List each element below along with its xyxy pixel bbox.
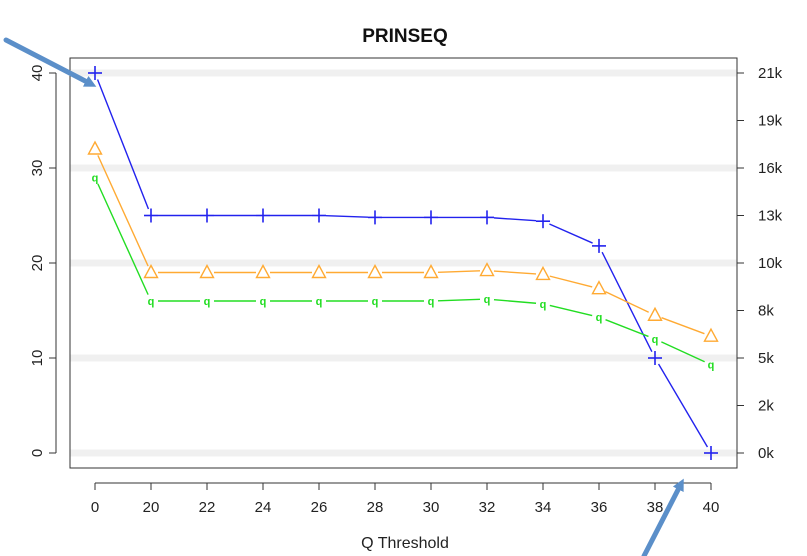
series-3-segment <box>605 319 649 338</box>
x-tick-label: 34 <box>535 499 552 516</box>
y2-tick-label: 16k <box>758 160 783 177</box>
x-tick-label: 40 <box>703 499 720 516</box>
series-1-point <box>536 214 550 229</box>
series-1-point <box>424 210 438 225</box>
series-3-segment <box>437 298 481 302</box>
series-3: q q q q q q q q q q q q <box>92 173 715 372</box>
series-3-segment <box>661 341 705 363</box>
series-3-point: q <box>372 296 379 308</box>
series-1-point <box>648 351 662 365</box>
y2-tick-label: 0k <box>758 445 774 462</box>
series-3-point: q <box>596 312 603 324</box>
y2-tick-label: 2k <box>758 398 774 415</box>
x-tick-label: 32 <box>479 499 496 516</box>
x-tick-label: 22 <box>199 499 216 516</box>
series-1-point <box>368 210 382 225</box>
y-tick-label: 40 <box>29 65 46 82</box>
annotation-arrow-top-left <box>3 37 97 87</box>
series-2-point <box>423 264 439 279</box>
series-layer: q q q q q q q q q q q q <box>87 66 719 460</box>
y2-tick-label: 21k <box>758 65 783 82</box>
series-3-point: q <box>260 296 267 308</box>
y2-tick-label: 19k <box>758 113 783 130</box>
series-2-point <box>479 262 495 277</box>
series-2-point <box>703 327 719 342</box>
series-3-point: q <box>708 360 715 372</box>
x-tick-label: 38 <box>647 499 664 516</box>
series-2-point <box>311 264 327 279</box>
series-2-segment <box>661 317 705 335</box>
series-2-segment <box>605 291 649 313</box>
series-2-point <box>367 264 383 279</box>
series-2-point <box>143 264 159 279</box>
x-tick-label: 26 <box>311 499 328 516</box>
x-tick-label: 36 <box>591 499 608 516</box>
annotation-layer <box>3 37 684 556</box>
series-2-point <box>535 265 551 281</box>
y2-tick-label: 8k <box>758 303 774 320</box>
series-3-point: q <box>316 296 323 308</box>
series-2-segment <box>549 275 593 288</box>
y-tick-label: 0 <box>29 449 46 457</box>
series-2 <box>87 140 719 342</box>
series-3-point: q <box>540 299 547 311</box>
series-2-point <box>87 140 103 155</box>
y-tick-label: 10 <box>29 350 46 367</box>
annotation-arrow-bottom-right <box>641 478 684 556</box>
series-1-point <box>88 66 102 80</box>
series-2-segment <box>97 155 149 267</box>
series-1-point <box>144 208 158 223</box>
series-2-point <box>199 264 215 279</box>
chart-title: PRINSEQ <box>362 26 448 47</box>
x-tick-label: 0 <box>91 499 99 516</box>
series-1-segment <box>325 215 369 218</box>
axes: 0 10 20 30 40 0k 2k 5k 8k 10k 13k 16k 19k 21k 0 20 22 24 2… <box>29 65 783 516</box>
x-tick-label: 24 <box>255 499 272 516</box>
series-3-point: q <box>204 296 211 308</box>
y2-tick-label: 5k <box>758 350 774 367</box>
series-1-segment <box>96 79 150 210</box>
series-3-segment <box>493 298 537 304</box>
series-3-segment <box>549 304 593 317</box>
series-3-point: q <box>148 296 155 308</box>
y2-tick-label: 13k <box>758 208 783 225</box>
series-3-point: q <box>484 294 491 306</box>
series-1-segment <box>549 223 593 244</box>
series-3-point: q <box>652 334 659 346</box>
x-tick-label: 30 <box>423 499 440 516</box>
grid-lines <box>70 69 737 457</box>
y-tick-label: 30 <box>29 160 46 177</box>
series-2-point <box>647 306 663 321</box>
series-1-point <box>256 208 270 223</box>
y-tick-label: 20 <box>29 255 46 272</box>
series-1-segment <box>493 217 537 222</box>
series-2-segment <box>437 270 481 273</box>
x-tick-label: 28 <box>367 499 384 516</box>
x-axis-title: Q Threshold <box>361 535 449 552</box>
series-2-point <box>591 280 607 295</box>
series-1-point <box>480 210 494 225</box>
series-3-segment <box>97 183 149 295</box>
series-1-point <box>200 208 214 223</box>
series-1-point <box>592 238 606 253</box>
series-3-point: q <box>428 296 435 308</box>
series-2-segment <box>493 270 537 275</box>
series-1-segment <box>657 363 709 448</box>
series-3-point: q <box>92 173 99 185</box>
x-tick-label: 20 <box>143 499 160 516</box>
y2-tick-label: 10k <box>758 255 783 272</box>
series-1-point <box>704 446 718 460</box>
series-1-point <box>312 208 326 223</box>
series-2-point <box>255 264 271 279</box>
